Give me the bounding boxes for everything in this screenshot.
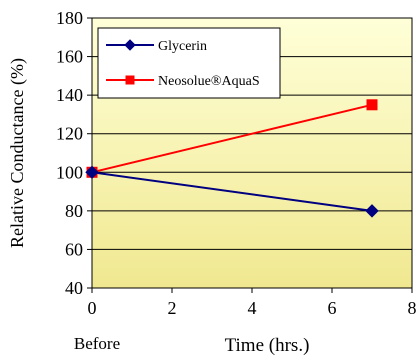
legend: Glycerin Neosolue®AquaS [97, 27, 281, 99]
y-tick-label: 180 [56, 8, 83, 28]
x-annotation-before: Before [74, 334, 120, 353]
x-tick-label: 8 [408, 298, 417, 318]
point-marker-diamond [85, 165, 99, 179]
legend-box [97, 27, 281, 99]
point-marker-diamond [124, 39, 136, 51]
series [85, 99, 379, 218]
point-marker-square [366, 99, 378, 111]
x-tick-label: 4 [248, 298, 257, 318]
point-marker-diamond [365, 204, 379, 218]
y-tick-label: 120 [56, 124, 83, 144]
y-tick-label: 60 [65, 239, 83, 259]
x-tick-label: 2 [168, 298, 177, 318]
x-tick-label: 6 [328, 298, 337, 318]
series-line [91, 171, 373, 212]
y-tick-label: 100 [56, 162, 83, 182]
axes: 40 60 80 100 120 140 160 180 0 2 4 6 8 [56, 8, 417, 318]
y-tick-label: 80 [65, 201, 83, 221]
y-axis-title: Relative Conductance (%) [7, 58, 28, 248]
x-axis-title: Time (hrs.) [225, 335, 310, 356]
y-tick-label: 160 [56, 47, 83, 67]
series-line [91, 103, 373, 174]
legend-label: Neosolue®AquaS [158, 74, 260, 89]
x-tick-label: 0 [88, 298, 97, 318]
legend-label: Glycerin [158, 39, 207, 54]
y-tick-label: 40 [65, 278, 83, 298]
point-marker-square [125, 75, 135, 85]
y-tick-label: 140 [56, 85, 83, 105]
